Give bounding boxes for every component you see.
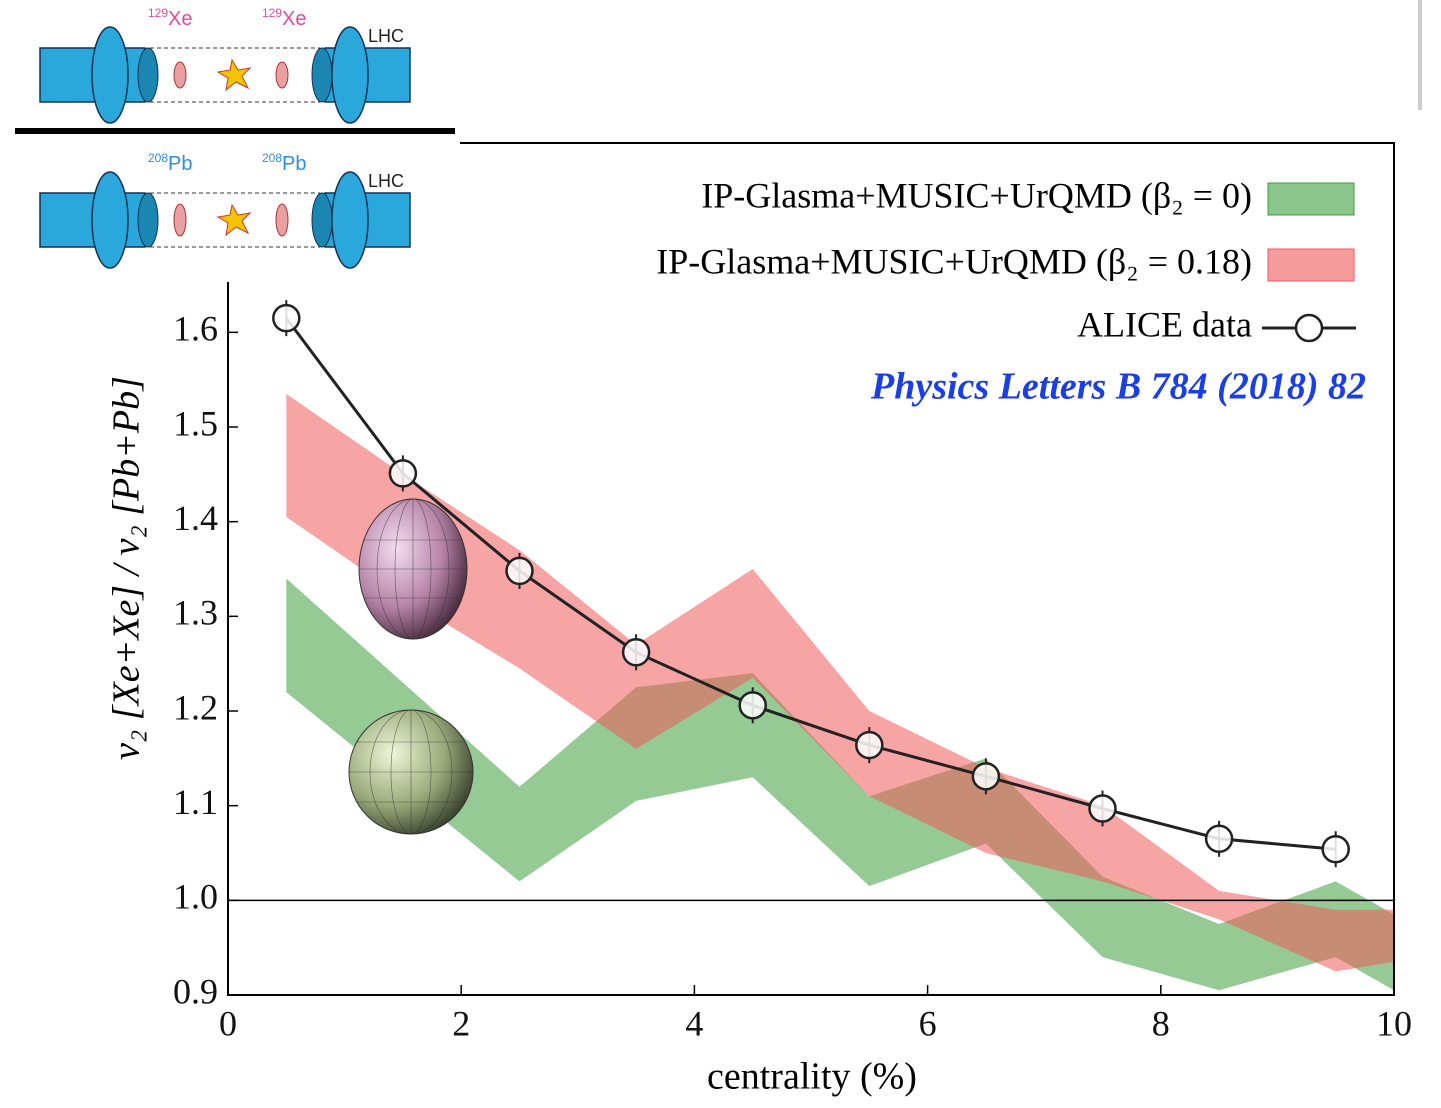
element: Pb bbox=[168, 153, 192, 175]
marker bbox=[738, 691, 767, 720]
data-point bbox=[855, 727, 884, 764]
data-point bbox=[388, 455, 418, 492]
isotope-label: 208Pb bbox=[262, 151, 307, 175]
x-axis-label: centrality (%) bbox=[707, 1056, 917, 1098]
isotope-label: 208Pb bbox=[148, 151, 193, 175]
data-point bbox=[1088, 790, 1117, 827]
mass-number: 208 bbox=[262, 151, 282, 165]
marker bbox=[621, 638, 651, 667]
element: Pb bbox=[282, 153, 306, 175]
isotope-label: 129Xe bbox=[148, 6, 193, 30]
x-tick-label: 4 bbox=[685, 1003, 703, 1043]
isotope-label: 129Xe bbox=[262, 6, 307, 30]
legend-label: IP-Glasma+MUSIC+UrQMD (β₂ = 0.18) bbox=[656, 241, 1252, 281]
annotation: Physics Letters B 784 (2018) 82 bbox=[870, 366, 1366, 408]
y-tick-label: 1.1 bbox=[173, 782, 218, 822]
marker bbox=[1321, 834, 1350, 864]
legend-swatch bbox=[1267, 182, 1355, 216]
machine-label: LHC bbox=[368, 171, 404, 191]
plot-area: 0 2 4 6 8 10 0.9 1.0 1.1 1.2 1.3 1.4 1.5 1.6 centralit… bbox=[106, 142, 1412, 1098]
x-tick-label: 6 bbox=[919, 1003, 937, 1043]
mass-number: 129 bbox=[148, 6, 168, 20]
element: Xe bbox=[282, 8, 306, 30]
marker bbox=[855, 730, 884, 760]
y-tick-label: 1.5 bbox=[173, 403, 218, 443]
marker bbox=[388, 459, 418, 488]
y-tick-label: 1.0 bbox=[173, 877, 218, 917]
legend-marker bbox=[1294, 313, 1324, 343]
nucleus-shapes bbox=[348, 498, 474, 835]
mass-number: 208 bbox=[148, 151, 168, 165]
legend-swatch bbox=[1267, 248, 1355, 282]
y-tick-label: 1.6 bbox=[173, 309, 218, 349]
data-line bbox=[285, 317, 1336, 851]
data-point bbox=[272, 300, 301, 337]
data-point bbox=[971, 758, 1001, 795]
band bbox=[286, 393, 1394, 972]
data-point bbox=[505, 552, 534, 589]
marker bbox=[1088, 794, 1117, 823]
plot-frame bbox=[227, 142, 1395, 996]
legend-label: ALICE data bbox=[1077, 304, 1252, 344]
x-tick-label: 10 bbox=[1376, 1003, 1412, 1043]
y-tick-label: 1.3 bbox=[173, 593, 218, 633]
data-point bbox=[1321, 831, 1350, 868]
data-point bbox=[738, 687, 767, 724]
x-tick-label: 8 bbox=[1152, 1003, 1170, 1043]
y-axis-label: v₂ [Xe+Xe] / v₂ [Pb+Pb] bbox=[106, 376, 148, 760]
mass-number: 129 bbox=[262, 6, 282, 20]
marker bbox=[272, 303, 301, 333]
y-tick-label: 1.2 bbox=[173, 687, 218, 727]
y-tick-label: 1.4 bbox=[173, 498, 218, 538]
legend-label: IP-Glasma+MUSIC+UrQMD (β₂ = 0) bbox=[701, 175, 1252, 215]
y-tick-label: 0.9 bbox=[173, 971, 218, 1011]
x-tick-label: 0 bbox=[219, 1003, 237, 1043]
marker bbox=[971, 762, 1001, 791]
machine-label: LHC bbox=[368, 26, 404, 46]
marker bbox=[505, 556, 534, 586]
x-tick-label: 2 bbox=[452, 1003, 470, 1043]
element: Xe bbox=[168, 8, 192, 30]
data-point bbox=[621, 634, 651, 671]
marker bbox=[1204, 824, 1234, 854]
band bbox=[286, 578, 1394, 991]
data-point bbox=[1204, 820, 1234, 857]
